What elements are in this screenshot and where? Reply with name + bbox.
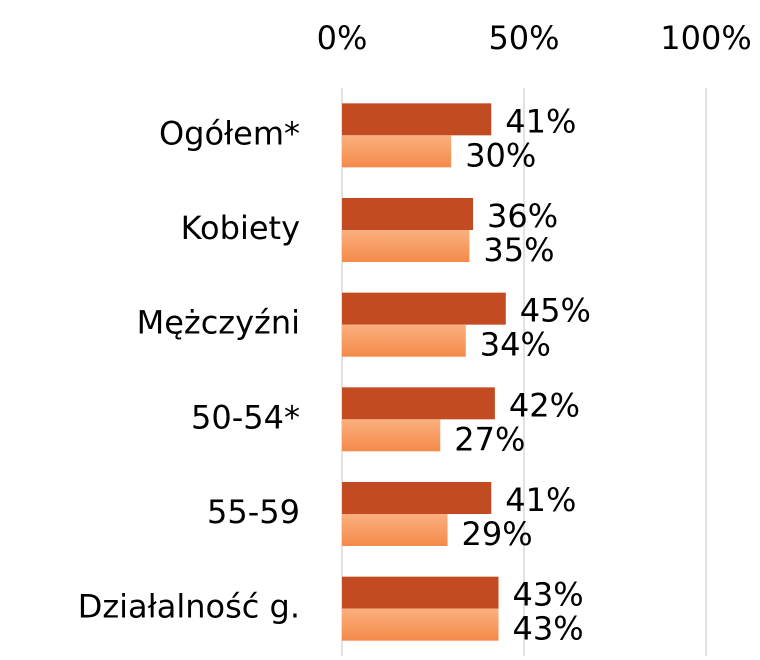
- x-tick-label: 0%: [317, 19, 368, 57]
- bar: [342, 230, 470, 262]
- bar: [342, 292, 506, 325]
- bar: [342, 198, 474, 230]
- data-label: 41%: [505, 481, 576, 519]
- data-label: 29%: [462, 515, 533, 553]
- y-tick-label: Mężczyźni: [137, 304, 300, 342]
- data-label: 43%: [513, 610, 584, 648]
- data-label: 42%: [509, 386, 580, 424]
- x-tick-label: 50%: [488, 19, 559, 57]
- bar: [342, 103, 492, 136]
- data-label: 27%: [454, 420, 525, 458]
- data-label: 36%: [487, 197, 558, 235]
- bar: [342, 135, 452, 168]
- bar: [342, 514, 448, 546]
- y-tick-label: 50-54*: [191, 398, 300, 436]
- data-label: 35%: [483, 231, 554, 269]
- bar: [342, 387, 495, 420]
- bar: [342, 324, 466, 357]
- y-tick-label: Kobiety: [181, 209, 300, 247]
- data-label: 34%: [480, 326, 551, 364]
- bar: [342, 482, 492, 514]
- bar: [342, 608, 499, 641]
- data-label: 43%: [513, 576, 584, 614]
- y-tick-label: 55-59: [207, 493, 300, 531]
- bar: [342, 576, 499, 609]
- bar: [342, 419, 441, 452]
- x-tick-label: 100%: [660, 19, 751, 57]
- data-label: 45%: [520, 292, 591, 330]
- data-label: 41%: [505, 102, 576, 140]
- y-tick-label: Ogółem*: [159, 114, 300, 152]
- y-tick-label: Działalność g.: [78, 588, 300, 626]
- data-label: 30%: [465, 136, 536, 174]
